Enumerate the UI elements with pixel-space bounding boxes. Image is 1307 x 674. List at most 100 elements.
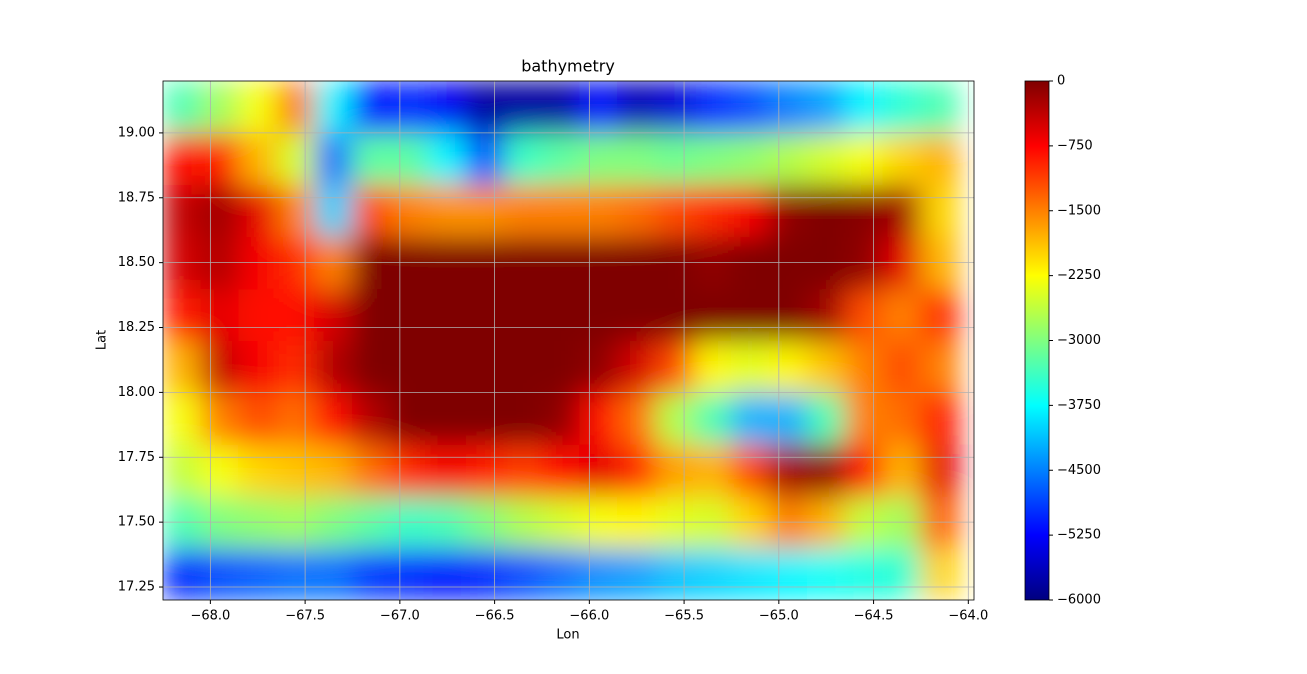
cell (465, 288, 505, 341)
cell (541, 547, 581, 600)
y-tick-label: 17.25 (118, 580, 155, 595)
cell (163, 81, 202, 134)
cell (200, 132, 240, 186)
cell (730, 184, 770, 238)
cell (882, 443, 922, 497)
cell (351, 132, 391, 186)
cell (238, 81, 278, 134)
x-tick-label: −67.0 (380, 609, 420, 624)
cell (427, 288, 467, 341)
cell (693, 391, 732, 445)
cell (655, 340, 695, 393)
cell (276, 391, 316, 445)
cell (163, 184, 202, 238)
cell (163, 288, 202, 341)
cell (238, 184, 278, 238)
cell (541, 81, 581, 134)
cell (351, 340, 391, 393)
y-tick-label: 18.25 (118, 320, 155, 335)
cell (768, 340, 808, 393)
cell (276, 184, 316, 238)
cell (844, 81, 884, 134)
cell (730, 81, 770, 134)
cell (579, 132, 619, 186)
cell (238, 391, 278, 445)
cell (427, 184, 467, 238)
colorbar-tick-label: −2250 (1057, 268, 1101, 283)
cell (465, 391, 505, 445)
cell (579, 81, 619, 134)
cell (920, 184, 960, 238)
colorbar-tick-label: −4500 (1057, 463, 1101, 478)
colorbar-tick-label: 0 (1057, 74, 1065, 89)
cell (806, 288, 846, 341)
x-tick-label: −66.0 (569, 609, 609, 624)
cell (351, 443, 391, 497)
cell (163, 132, 202, 186)
cell (617, 288, 657, 341)
cell (768, 547, 808, 600)
cell (806, 443, 846, 497)
cell (844, 391, 884, 445)
chart-title: bathymetry (521, 57, 615, 76)
cell (579, 443, 619, 497)
cell (693, 340, 732, 393)
cell (617, 547, 657, 600)
cell (806, 132, 846, 186)
cell (465, 547, 505, 600)
cell (389, 81, 429, 134)
x-tick-label: −65.0 (759, 609, 799, 624)
cell (617, 340, 657, 393)
cell (882, 132, 922, 186)
cell (617, 443, 657, 497)
cell (314, 81, 353, 134)
cell (200, 443, 240, 497)
cell (730, 443, 770, 497)
cell (882, 547, 922, 600)
cell (730, 288, 770, 341)
cell (768, 184, 808, 238)
cell (541, 184, 581, 238)
cell (693, 184, 732, 238)
cell (427, 391, 467, 445)
y-tick-label: 17.50 (118, 515, 155, 530)
cell (541, 443, 581, 497)
cell (389, 184, 429, 238)
cell (730, 132, 770, 186)
cell (276, 443, 316, 497)
cell (351, 184, 391, 238)
cell (920, 132, 960, 186)
colorbar-tick-label: −750 (1057, 138, 1093, 153)
cell (844, 443, 884, 497)
cell (465, 81, 505, 134)
cell (351, 391, 391, 445)
cell (655, 547, 695, 600)
cell (806, 340, 846, 393)
plot-area (163, 81, 960, 600)
cell (617, 132, 657, 186)
cell (693, 288, 732, 341)
y-axis-label: Lat (95, 330, 110, 350)
cell (693, 443, 732, 497)
cell (579, 340, 619, 393)
cell (655, 184, 695, 238)
cell (314, 132, 353, 186)
cell (314, 391, 353, 445)
x-axis-label: Lon (556, 628, 579, 643)
cell (163, 391, 202, 445)
cell (200, 184, 240, 238)
cell (882, 288, 922, 341)
cell (200, 81, 240, 134)
cell (920, 81, 960, 134)
cell (730, 547, 770, 600)
cell (920, 443, 960, 497)
colorbar-tick-label: −1500 (1057, 203, 1101, 218)
cell (617, 81, 657, 134)
cell (276, 340, 316, 393)
cell (314, 340, 353, 393)
cell (730, 391, 770, 445)
cell (314, 288, 353, 341)
cell (351, 81, 391, 134)
cell (238, 288, 278, 341)
